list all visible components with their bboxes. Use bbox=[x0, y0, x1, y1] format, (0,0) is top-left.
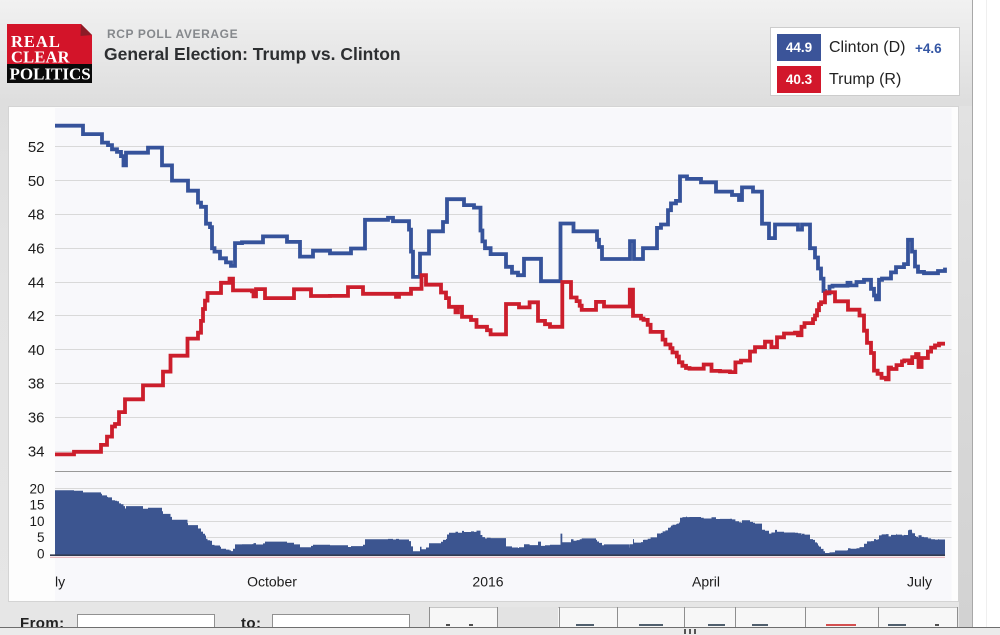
svg-text:REAL: REAL bbox=[11, 32, 61, 51]
svg-text:20: 20 bbox=[29, 481, 44, 496]
svg-text:ly: ly bbox=[55, 574, 65, 590]
svg-text:CLEAR: CLEAR bbox=[11, 48, 71, 67]
svg-text:48: 48 bbox=[28, 207, 45, 224]
svg-text:36: 36 bbox=[28, 410, 45, 427]
svg-text:42: 42 bbox=[28, 308, 45, 325]
svg-text:2016: 2016 bbox=[472, 574, 503, 590]
svg-text:October: October bbox=[247, 574, 297, 590]
svg-text:34: 34 bbox=[28, 443, 45, 460]
svg-text:July: July bbox=[907, 574, 932, 590]
svg-text:5: 5 bbox=[37, 530, 45, 545]
svg-text:0: 0 bbox=[37, 546, 45, 561]
svg-text:40: 40 bbox=[28, 342, 45, 359]
svg-text:50: 50 bbox=[28, 173, 45, 190]
svg-text:46: 46 bbox=[28, 241, 45, 258]
svg-text:April: April bbox=[692, 574, 720, 590]
svg-text:POLITICS: POLITICS bbox=[10, 65, 91, 84]
svg-text:38: 38 bbox=[28, 376, 45, 393]
svg-text:52: 52 bbox=[28, 139, 45, 156]
svg-text:10: 10 bbox=[29, 514, 44, 529]
svg-text:44: 44 bbox=[28, 274, 45, 291]
svg-text:15: 15 bbox=[29, 498, 44, 513]
